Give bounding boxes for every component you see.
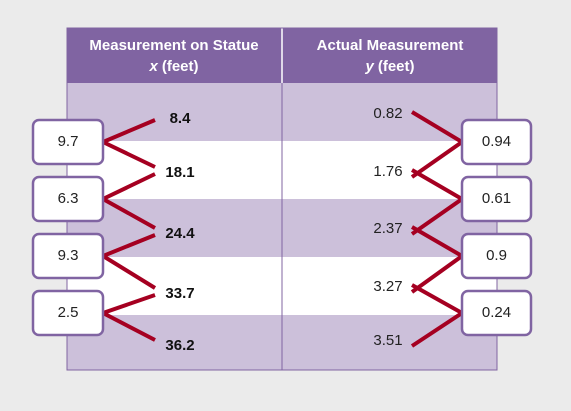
difference: 0.24 xyxy=(482,304,511,321)
y-value: 2.37 xyxy=(373,220,402,237)
difference-box xyxy=(460,289,533,337)
column-unit-line: x (feet) xyxy=(148,58,198,75)
difference-box xyxy=(460,232,533,280)
variable: x xyxy=(148,58,158,75)
difference-box xyxy=(460,118,533,166)
difference: 0.61 xyxy=(482,190,511,207)
difference: 0.94 xyxy=(482,133,511,150)
x-value: 36.2 xyxy=(165,337,194,354)
unit: (feet) xyxy=(162,58,199,75)
difference: 0.9 xyxy=(486,247,507,264)
difference: 2.5 xyxy=(58,304,79,321)
y-value: 3.27 xyxy=(373,278,402,295)
column-unit-line: y (feet) xyxy=(364,58,414,75)
x-value: 18.1 xyxy=(165,164,194,181)
y-value: 0.82 xyxy=(373,105,402,122)
variable: y xyxy=(364,58,374,75)
x-value: 33.7 xyxy=(165,285,194,302)
column-title: Measurement on Statue xyxy=(89,37,258,54)
difference-box xyxy=(31,118,105,166)
x-value: 8.4 xyxy=(170,110,192,127)
difference: 9.3 xyxy=(58,247,79,264)
y-value: 3.51 xyxy=(373,332,402,349)
column-title: Actual Measurement xyxy=(317,37,464,54)
difference: 9.7 xyxy=(58,133,79,150)
y-value: 1.76 xyxy=(373,163,402,180)
difference-box xyxy=(31,232,105,280)
difference-box xyxy=(31,175,105,223)
difference-box xyxy=(31,289,105,337)
unit: (feet) xyxy=(378,58,415,75)
difference-box xyxy=(460,175,533,223)
x-value: 24.4 xyxy=(165,225,195,242)
difference: 6.3 xyxy=(58,190,79,207)
